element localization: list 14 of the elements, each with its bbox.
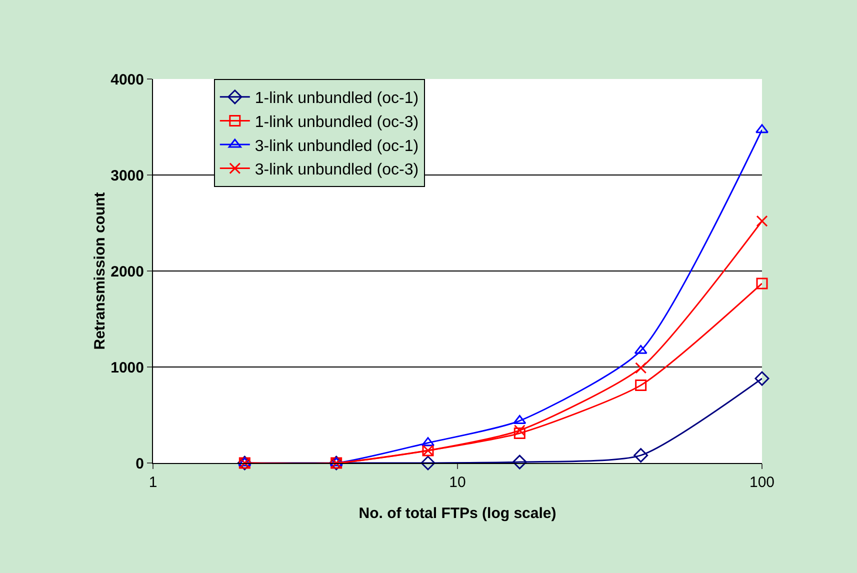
y-tick-label: 2000 (110, 263, 144, 280)
x-axis-title: No. of total FTPs (log scale) (358, 505, 556, 522)
y-axis-title: Retransmission count (92, 192, 109, 350)
y-tick-label: 1000 (110, 359, 144, 376)
x-tick-label: 100 (749, 474, 775, 491)
x-tick-label: 1 (148, 474, 158, 491)
legend-label: 1-link unbundled (oc-3) (254, 114, 419, 131)
y-tick-label: 4000 (110, 71, 144, 88)
legend-label: 3-link unbundled (oc-1) (254, 138, 419, 155)
y-tick-label: 3000 (110, 167, 144, 184)
y-tick-label: 0 (136, 455, 144, 472)
legend-label: 3-link unbundled (oc-3) (254, 162, 419, 179)
legend-label: 1-link unbundled (oc-1) (254, 90, 419, 108)
x-tick-label: 10 (449, 474, 466, 491)
